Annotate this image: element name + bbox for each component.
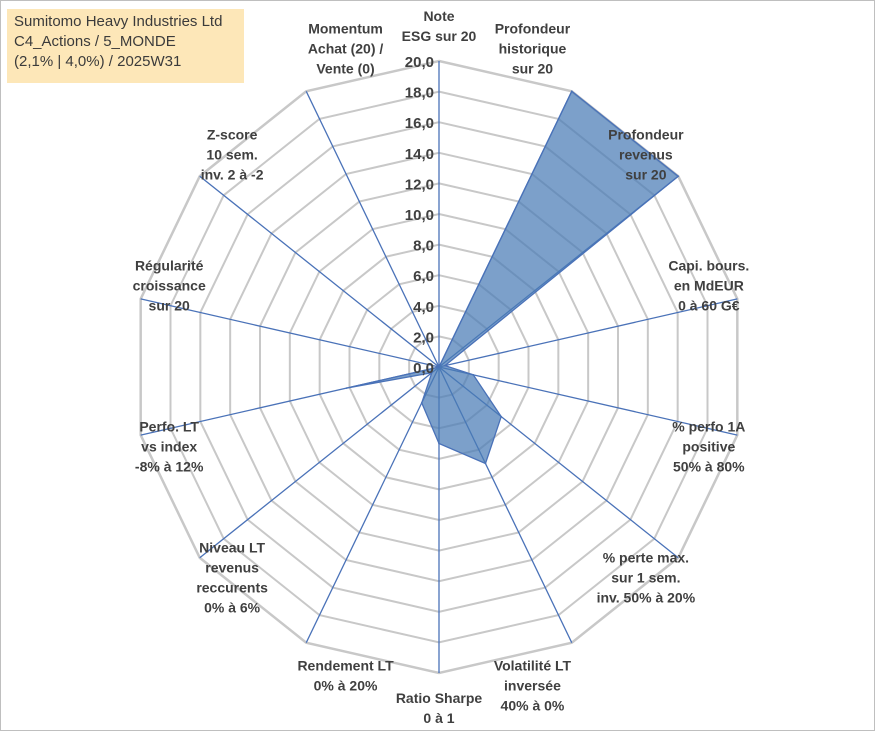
data-point <box>472 374 475 376</box>
axis-label: 50% à 80% <box>673 459 745 475</box>
axis-label: historique <box>499 40 567 56</box>
data-point <box>570 90 573 93</box>
tick-label: 14,0 <box>405 146 434 163</box>
radar-spoke <box>305 91 440 368</box>
axis-label: vs index <box>141 439 197 455</box>
data-point <box>444 364 446 367</box>
axis-label: reccurents <box>196 579 268 595</box>
axis-label: croissance <box>133 277 206 293</box>
axis-label: Volatilité LT <box>494 658 572 674</box>
axis-label: revenus <box>619 147 673 163</box>
title-box: Sumitomo Heavy Industries Ltd C4_Actions… <box>7 9 244 83</box>
data-point <box>431 371 433 374</box>
data-point <box>484 462 487 465</box>
axis-label: sur 1 sem. <box>611 569 680 585</box>
axis-label: 0% à 6% <box>204 599 261 615</box>
axis-label: Ratio Sharpe <box>396 690 483 706</box>
radar-spoke <box>305 366 440 643</box>
data-point <box>438 366 440 368</box>
axis-label: % perte max. <box>603 549 689 565</box>
axis-label: sur 20 <box>149 297 190 313</box>
tick-label: 6,0 <box>413 268 434 285</box>
axis-label: Profondeur <box>608 127 684 143</box>
tick-label: 16,0 <box>405 115 434 132</box>
tick-label: 8,0 <box>413 238 434 255</box>
radar-spoke <box>438 298 738 368</box>
axis-label: 0% à 20% <box>314 678 378 694</box>
axis-label: Capi. bours. <box>668 257 749 273</box>
data-point <box>420 402 423 404</box>
tick-label: 0,0 <box>413 360 434 377</box>
axis-label: sur 20 <box>625 167 666 183</box>
axis-label: Z-score <box>207 127 258 143</box>
data-point <box>677 175 680 178</box>
axis-label: Note <box>423 8 454 24</box>
axis-label: Achat (20) / <box>308 40 384 56</box>
axis-label: Régularité <box>135 257 204 273</box>
axis-label: revenus <box>205 559 259 575</box>
axis-label: inv. 2 à -2 <box>201 167 264 183</box>
axis-label: en MdEUR <box>674 277 744 293</box>
axis-label: 0 à 60 G€ <box>678 297 740 313</box>
data-point <box>438 442 440 445</box>
axis-label: Momentum <box>308 20 383 36</box>
axis-label: Vente (0) <box>316 60 374 76</box>
radar-series <box>345 90 680 465</box>
tick-label: 12,0 <box>405 176 434 193</box>
axis-label: -8% à 12% <box>135 459 204 475</box>
axis-label: % perfo 1A <box>672 419 745 435</box>
radar-spoke <box>199 366 440 559</box>
radar-spoke <box>140 298 440 368</box>
radar-axis-labels: Note ESG sur 20 Profondeur historique sur 20… <box>133 8 750 726</box>
data-point <box>345 387 348 389</box>
axis-label: inv. 50% à 20% <box>597 589 696 605</box>
axis-label: Profondeur <box>495 20 571 36</box>
tick-label: 10,0 <box>405 207 434 224</box>
radar-tick-labels: 0,0 2,0 4,0 6,0 8,0 10,0 12,0 14,0 16,0 18,0 20,0 <box>405 54 434 377</box>
title-line-2: C4_Actions / 5_MONDE <box>14 33 176 50</box>
axis-label: Niveau LT <box>199 539 265 555</box>
axis-label: 0 à 1 <box>423 710 454 726</box>
tick-label: 4,0 <box>413 299 434 316</box>
axis-label: positive <box>682 439 735 455</box>
axis-label: Rendement LT <box>297 658 394 674</box>
series-area <box>346 90 680 465</box>
radar-spoke <box>199 175 440 368</box>
radar-spoke <box>438 366 738 436</box>
tick-label: 2,0 <box>413 329 434 346</box>
title-line-1: Sumitomo Heavy Industries Ltd <box>14 13 223 30</box>
data-point <box>500 415 503 418</box>
axis-label: 10 sem. <box>206 147 257 163</box>
axis-label: sur 20 <box>512 60 553 76</box>
axis-label: 40% à 0% <box>501 698 565 714</box>
axis-label: ESG sur 20 <box>402 28 477 44</box>
axis-label: Perfo. LT <box>139 419 199 435</box>
tick-label: 20,0 <box>405 54 434 71</box>
axis-label: inversée <box>504 678 561 694</box>
title-line-3: (2,1% | 4,0%) / 2025W31 <box>14 53 182 70</box>
tick-label: 18,0 <box>405 85 434 102</box>
